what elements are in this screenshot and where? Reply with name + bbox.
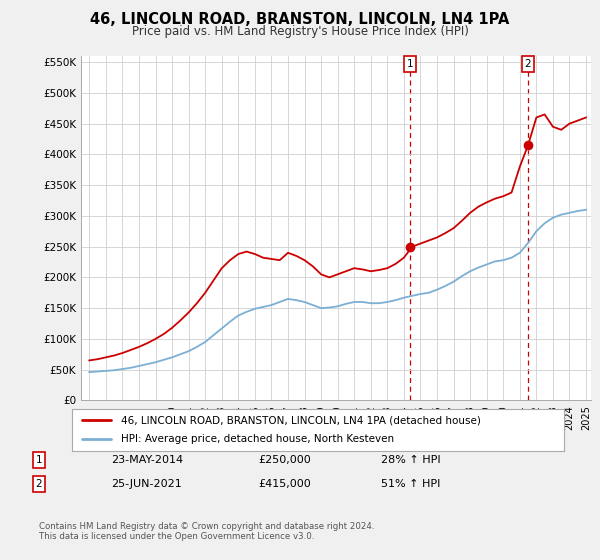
Text: £250,000: £250,000 <box>258 455 311 465</box>
Text: 23-MAY-2014: 23-MAY-2014 <box>111 455 183 465</box>
Text: 28% ↑ HPI: 28% ↑ HPI <box>381 455 440 465</box>
Text: 51% ↑ HPI: 51% ↑ HPI <box>381 479 440 489</box>
Text: 46, LINCOLN ROAD, BRANSTON, LINCOLN, LN4 1PA (detached house): 46, LINCOLN ROAD, BRANSTON, LINCOLN, LN4… <box>121 415 481 425</box>
Text: 2: 2 <box>524 59 531 69</box>
Text: HPI: Average price, detached house, North Kesteven: HPI: Average price, detached house, Nort… <box>121 435 394 445</box>
Text: 1: 1 <box>407 59 413 69</box>
Text: Price paid vs. HM Land Registry's House Price Index (HPI): Price paid vs. HM Land Registry's House … <box>131 25 469 38</box>
Text: Contains HM Land Registry data © Crown copyright and database right 2024.
This d: Contains HM Land Registry data © Crown c… <box>39 522 374 542</box>
Text: 1: 1 <box>35 455 43 465</box>
Text: 2: 2 <box>35 479 43 489</box>
Text: £415,000: £415,000 <box>258 479 311 489</box>
Text: 25-JUN-2021: 25-JUN-2021 <box>111 479 182 489</box>
Text: 46, LINCOLN ROAD, BRANSTON, LINCOLN, LN4 1PA: 46, LINCOLN ROAD, BRANSTON, LINCOLN, LN4… <box>91 12 509 27</box>
